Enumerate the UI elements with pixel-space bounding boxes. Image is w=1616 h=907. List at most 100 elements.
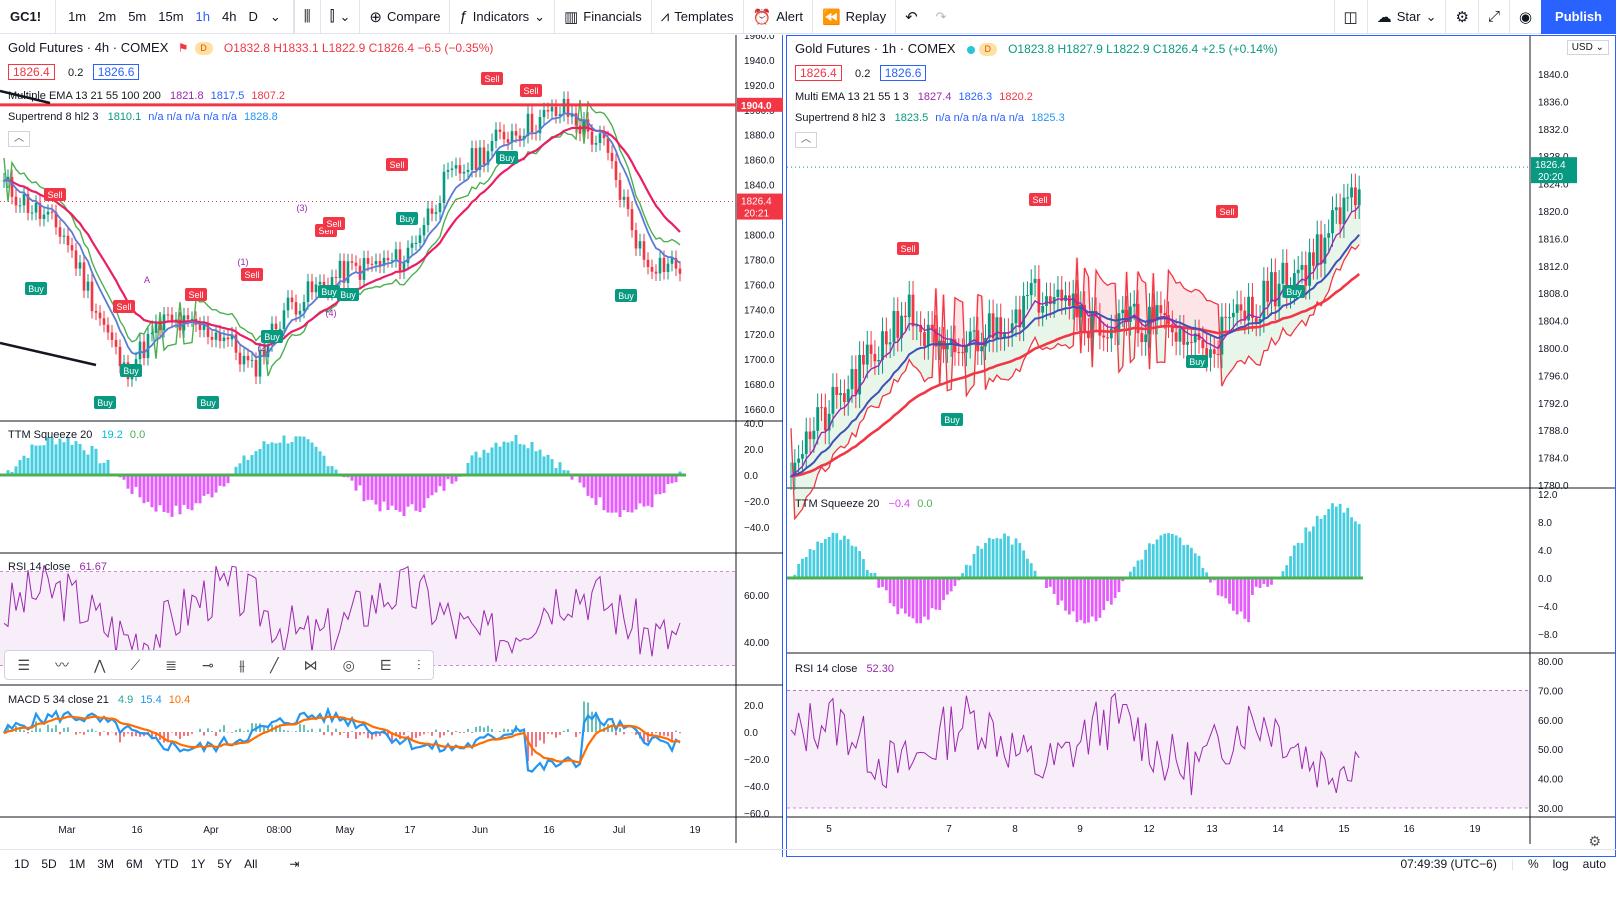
currency-selector[interactable]: USD ⌄	[1566, 40, 1609, 55]
ttm-bar	[923, 578, 926, 617]
price-tick: 1740.0	[744, 305, 775, 316]
sell-signal: Sell	[47, 190, 62, 200]
ask-price[interactable]: 1826.6	[879, 65, 927, 81]
chart-type-button[interactable]: ⫿ ⌄	[319, 0, 360, 34]
ttm-bar	[642, 475, 646, 507]
pitchfork-icon[interactable]: ⫵	[238, 656, 246, 673]
publish-button[interactable]: Publish	[1541, 0, 1616, 34]
ttm-legend-1h[interactable]: TTM Squeeze 20 −0.4 0.0	[795, 498, 933, 510]
interval-d[interactable]: D	[248, 9, 258, 24]
horizontal-ray-icon[interactable]: ⊸	[202, 656, 214, 673]
line-icon[interactable]: ╱	[270, 656, 279, 673]
star-button[interactable]: ☁ Star ⌄	[1366, 0, 1446, 34]
ttm-bar	[58, 438, 62, 475]
chart-1h-canvas[interactable]: 1840.01836.01832.01828.01824.01820.01816…	[787, 36, 1615, 856]
macd-hist-bar	[655, 732, 657, 734]
auto-toggle[interactable]: auto	[1582, 856, 1606, 871]
ema-fast-line	[3, 112, 681, 359]
interval-5m[interactable]: 5m	[128, 9, 147, 24]
interval-4h[interactable]: 4h	[222, 9, 237, 24]
compare-button[interactable]: ⊕ Compare	[359, 0, 449, 34]
xabcd-pattern-icon[interactable]: ⋈	[303, 656, 318, 673]
candle-body	[1334, 207, 1338, 211]
interval-2m[interactable]: 2m	[98, 9, 117, 24]
macd-hist-bar	[99, 732, 101, 736]
chart-4h-canvas[interactable]: 1960.01940.01920.01900.01880.01860.01840…	[0, 35, 783, 857]
collapse-legend-button[interactable]: ︿	[795, 132, 817, 148]
horizontal-lines-icon[interactable]: ☰	[17, 656, 31, 673]
ema-value-3: 1807.2	[251, 90, 286, 102]
macd-legend-4h[interactable]: MACD 5 34 close 21 4.9 15.4 10.4	[8, 694, 190, 706]
range-5y[interactable]: 5Y	[217, 856, 233, 871]
range-1m[interactable]: 1M	[68, 856, 86, 871]
ttm-bar	[1334, 506, 1338, 578]
range-ytd[interactable]: YTD	[154, 856, 179, 871]
collapse-legend-button[interactable]: ︿	[8, 131, 30, 147]
chart-pane-4h[interactable]: 1960.01940.01920.01900.01880.01860.01840…	[0, 35, 783, 857]
parallel-channel-icon[interactable]: ⫶	[416, 656, 421, 673]
top-toolbar: GC1! 1m 2m 5m 15m 1h 4h D ⌄ ⫼ ⫿ ⌄ ⊕ Compar…	[0, 0, 1616, 34]
range-3m[interactable]: 3M	[97, 856, 115, 871]
macd-hist-bar	[455, 730, 457, 732]
trend-line-icon[interactable]: ⟋	[130, 656, 141, 673]
ttm-legend-4h[interactable]: TTM Squeeze 20 19.2 0.0	[8, 429, 145, 441]
range-6m[interactable]: 6M	[126, 856, 143, 871]
ttm-bar	[1239, 578, 1243, 612]
ema-legend-1h[interactable]: Multi EMA 13 21 55 1 3 1827.4 1826.3 182…	[795, 91, 1033, 103]
candle-body	[634, 230, 638, 249]
candle-body	[606, 138, 610, 153]
fullscreen-button[interactable]: ⤢	[1477, 0, 1509, 34]
supertrend-legend-4h[interactable]: Supertrend 8 hl2 3 1810.1 n/a n/a n/a n/…	[8, 111, 278, 123]
bid-price[interactable]: 1826.4	[795, 65, 842, 81]
financials-button[interactable]: ▥ Financials	[554, 0, 651, 34]
ask-price[interactable]: 1826.6	[92, 64, 140, 80]
range-1d[interactable]: 1D	[14, 856, 30, 871]
supertrend-value: 1810.1	[107, 111, 142, 123]
candle-body	[961, 352, 964, 354]
undo-button[interactable]: ↶	[895, 0, 927, 34]
ttm-bar	[162, 475, 166, 513]
settings-button[interactable]: ⚙	[1445, 0, 1477, 34]
log-toggle[interactable]: log	[1552, 856, 1569, 871]
alert-button[interactable]: ⏰ Alert	[742, 0, 812, 34]
interval-15m[interactable]: 15m	[158, 9, 184, 24]
percent-toggle[interactable]: %	[1527, 856, 1539, 871]
ema-legend-4h[interactable]: Multiple EMA 13 21 55 100 200 1821.8 181…	[8, 90, 285, 102]
abcd-pattern-icon[interactable]: ⋀	[94, 656, 106, 673]
rsi-legend-4h[interactable]: RSI 14 close 61.67	[8, 561, 107, 573]
range-5d[interactable]: 5D	[41, 856, 57, 871]
replay-button[interactable]: ⏪ Replay	[811, 0, 895, 34]
candle-body	[22, 194, 26, 206]
symbol-search[interactable]: GC1!	[0, 0, 57, 34]
candle-body	[820, 407, 823, 409]
chevron-down-icon[interactable]: ⌄	[269, 8, 281, 24]
ttm-tick: 4.0	[1538, 546, 1552, 557]
redo-button[interactable]: ↷	[927, 0, 956, 34]
candle-body	[466, 169, 470, 172]
range-1y[interactable]: 1Y	[190, 856, 206, 871]
chart-pane-1h[interactable]: 1840.01836.01832.01828.01824.01820.01816…	[786, 35, 1616, 857]
elliott-wave-icon[interactable]: 〰	[55, 657, 70, 673]
clock[interactable]: 07:49:39 (UTC−6)	[1400, 856, 1497, 871]
wave-label: (2)	[258, 343, 269, 353]
range-all[interactable]: All	[244, 856, 258, 871]
candle-body	[1083, 304, 1087, 332]
snapshot-button[interactable]: ◉	[1508, 0, 1541, 34]
bid-price[interactable]: 1826.4	[8, 64, 55, 80]
fib-channel-icon[interactable]: ⋿	[379, 656, 392, 673]
fib-retracement-icon[interactable]: ≣	[165, 656, 178, 673]
indicators-button[interactable]: ƒ Indicators ⌄	[449, 0, 554, 34]
supertrend-legend-1h[interactable]: Supertrend 8 hl2 3 1823.5 n/a n/a n/a n/…	[795, 112, 1065, 124]
templates-button[interactable]: ⩘ Templates	[650, 0, 743, 34]
chart-settings-gear-icon[interactable]: ⚙	[1588, 833, 1601, 849]
interval-1h[interactable]: 1h	[195, 9, 211, 24]
bar-style-button[interactable]: ⫼	[293, 0, 320, 34]
macd-hist-bar	[591, 711, 593, 732]
fib-spiral-icon[interactable]: ◎	[342, 656, 355, 673]
rsi-legend-1h[interactable]: RSI 14 close 52.30	[795, 663, 894, 675]
layout-button[interactable]: ◫	[1333, 0, 1367, 34]
goto-date-icon[interactable]: ⇥	[289, 856, 300, 871]
ttm-bar	[1266, 578, 1270, 587]
interval-1m[interactable]: 1m	[68, 9, 87, 24]
ttm-bar	[896, 578, 900, 615]
